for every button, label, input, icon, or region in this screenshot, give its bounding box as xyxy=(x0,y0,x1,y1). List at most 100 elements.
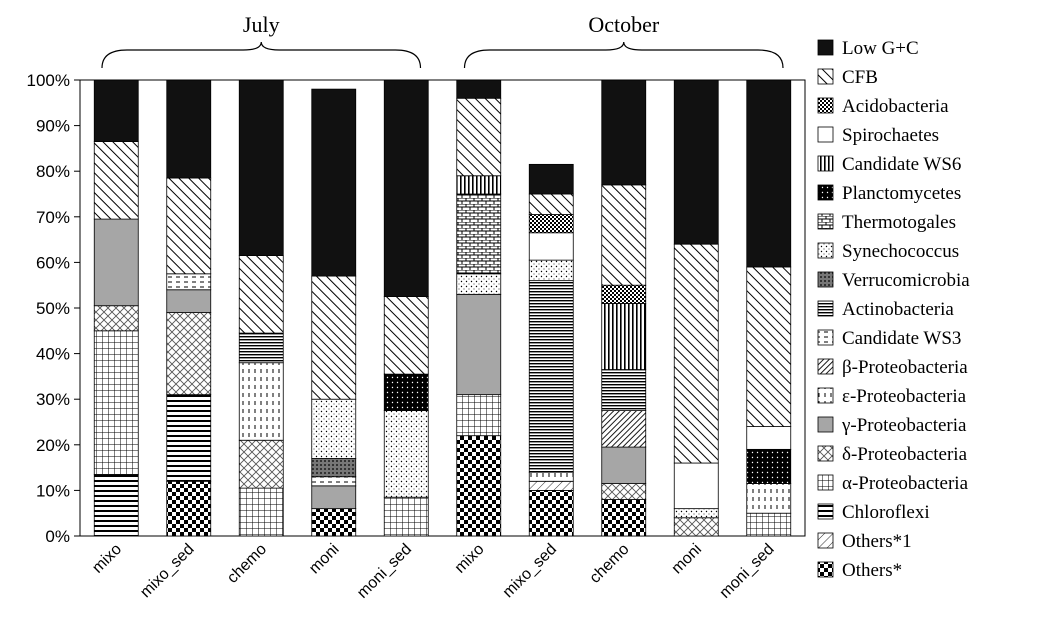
bar-segment xyxy=(166,289,212,313)
y-axis-ticks: 0% 10% 20% 30% 40% 50% 60% 70% 80% 90% 100% xyxy=(27,71,806,546)
legend-swatch xyxy=(817,126,834,143)
bar-segment xyxy=(383,296,429,375)
legend-label: Acidobacteria xyxy=(842,96,949,117)
bar-segment xyxy=(746,483,792,514)
bar-segment xyxy=(383,410,429,498)
legend-swatch xyxy=(817,242,834,259)
bar-segment xyxy=(528,214,574,234)
bar-segment xyxy=(166,273,212,291)
bar-segment xyxy=(673,243,719,464)
y-tick-label: 60% xyxy=(36,253,70,272)
legend-swatch xyxy=(817,503,834,520)
bar-segment xyxy=(311,476,357,487)
legend-label: α-Proteobacteria xyxy=(842,473,969,494)
legend-label: Low G+C xyxy=(842,38,919,59)
bar-segment xyxy=(746,426,792,450)
bar-segment xyxy=(166,177,212,275)
legend-swatch xyxy=(817,300,834,317)
legend-label: CFB xyxy=(842,67,878,88)
bar-segment xyxy=(311,88,357,277)
y-tick-label: 80% xyxy=(36,162,70,181)
y-tick-label: 70% xyxy=(36,208,70,227)
bar-segment xyxy=(456,193,502,275)
legend-swatch xyxy=(817,561,834,578)
legend-swatch xyxy=(817,68,834,85)
bar-segment xyxy=(528,280,574,473)
y-tick-label: 20% xyxy=(36,436,70,455)
bar-segment xyxy=(456,293,502,396)
x-tick-label: mixo xyxy=(452,541,488,577)
bar-segment xyxy=(311,398,357,459)
legend-label: Verrucomicrobia xyxy=(842,270,970,291)
bar-segment xyxy=(456,97,502,177)
legend-label: γ-Proteobacteria xyxy=(841,415,967,436)
legend-swatch xyxy=(817,532,834,549)
legend-swatch xyxy=(817,213,834,230)
x-tick-label: moni xyxy=(306,541,343,578)
bar-segment xyxy=(528,232,574,261)
bar-segment xyxy=(673,508,719,519)
bar-segment xyxy=(383,373,429,411)
legend-label: Spirochaetes xyxy=(842,125,939,146)
bar-segment xyxy=(456,394,502,437)
y-tick-label: 0% xyxy=(45,527,70,546)
bar-segment xyxy=(93,218,139,307)
legend-swatch xyxy=(817,474,834,491)
legend-label: β-Proteobacteria xyxy=(842,357,968,378)
legend-swatch xyxy=(817,97,834,114)
bar-segment xyxy=(311,275,357,400)
x-tick-label: mixo_sed xyxy=(500,541,560,601)
group-brace xyxy=(463,41,784,69)
legend-label: Planctomycetes xyxy=(842,183,961,204)
group-brace xyxy=(101,41,422,69)
x-tick-label: moni_sed xyxy=(717,541,778,602)
bar-segment xyxy=(456,273,502,295)
legend-label: Candidate WS3 xyxy=(842,328,961,349)
legend-label: Chloroflexi xyxy=(842,502,930,523)
legend-label: Candidate WS6 xyxy=(842,154,961,175)
bar-segment xyxy=(456,175,502,195)
bar-segment xyxy=(93,305,139,332)
legend-swatch xyxy=(817,271,834,288)
x-tick-label: moni_sed xyxy=(354,541,415,602)
legend-swatch xyxy=(817,329,834,346)
bar-segment xyxy=(673,79,719,245)
bar-segment xyxy=(746,266,792,427)
legend-swatch xyxy=(817,416,834,433)
legend-label: Thermotogales xyxy=(842,212,956,233)
legend-swatch xyxy=(817,358,834,375)
bar-segment xyxy=(746,79,792,268)
bar-segment xyxy=(166,312,212,396)
bar-segment xyxy=(528,480,574,491)
x-tick-label: mixo_sed xyxy=(137,541,197,601)
x-tick-labels: mixo mixo_sed chemo moni moni_sed mixo mixo_se… xyxy=(89,541,777,602)
bar-segment xyxy=(238,439,284,489)
bar-segment xyxy=(238,487,284,537)
bar-segment xyxy=(528,471,574,482)
bar-segment xyxy=(166,480,212,537)
bar-segment xyxy=(93,79,139,142)
bar-segment xyxy=(601,446,647,484)
bar-segment xyxy=(311,485,357,510)
bar-segment xyxy=(93,141,139,220)
bar-segment xyxy=(238,255,284,334)
y-tick-label: 30% xyxy=(36,390,70,409)
legend-label: ε-Proteobacteria xyxy=(842,386,967,407)
legend-label: Synechococcus xyxy=(842,241,959,262)
bar-segment xyxy=(383,79,429,298)
bar-segment xyxy=(673,462,719,510)
bar-segment xyxy=(601,483,647,500)
y-tick-label: 100% xyxy=(27,71,70,90)
bar-segment xyxy=(601,284,647,304)
y-tick-label: 40% xyxy=(36,345,70,364)
bar-segment xyxy=(93,330,139,475)
bar-segment xyxy=(238,362,284,441)
legend-swatch xyxy=(817,184,834,201)
x-tick-label: mixo xyxy=(89,541,125,577)
bar-segment xyxy=(311,508,357,537)
bar-segment xyxy=(601,499,647,537)
bar-segment xyxy=(746,512,792,537)
x-tick-label: chemo xyxy=(587,541,633,587)
bar-segment xyxy=(673,517,719,537)
